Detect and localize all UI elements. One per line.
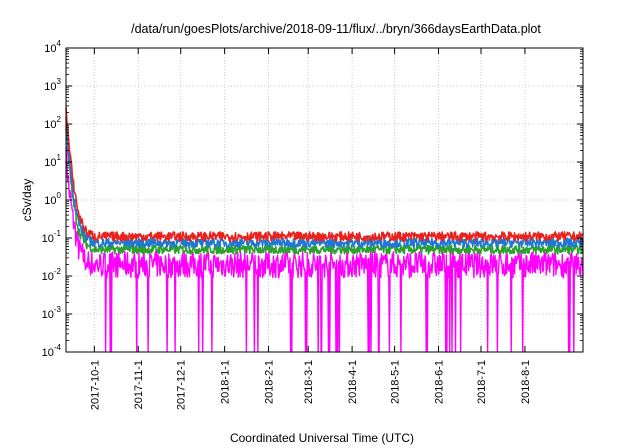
y-tick-exponent: -1 — [54, 229, 62, 238]
series-line — [65, 107, 584, 242]
y-tick-base: 10 — [44, 157, 56, 169]
x-tick-label: 2018-3-1 — [303, 360, 315, 404]
y-tick-label: 100 — [44, 191, 61, 207]
y-tick-label: 101 — [44, 153, 61, 169]
x-tick-label: 2018-7-1 — [476, 360, 488, 404]
y-tick-exponent: -3 — [54, 305, 62, 314]
x-tick-label: 2017-11-1 — [133, 360, 145, 409]
series-line — [65, 146, 584, 353]
y-tick-exponent: 2 — [57, 115, 62, 124]
x-axis-label: Coordinated Universal Time (UTC) — [230, 431, 414, 445]
x-tick-labels: 2017-10-1 2017-11-1 2017-12-1 2018-1-1 2018-… — [89, 360, 532, 410]
y-tick-label: 10-4 — [42, 343, 62, 359]
y-tick-base: 10 — [44, 81, 56, 93]
y-tick-label: 10-2 — [42, 267, 62, 283]
x-tick-label: 2018-5-1 — [390, 360, 402, 404]
x-tick-label: 2018-8-1 — [520, 360, 532, 404]
y-tick-label: 102 — [44, 115, 61, 131]
x-tick-label: 2018-6-1 — [434, 360, 446, 404]
y-tick-label: 10-1 — [42, 229, 62, 245]
x-tick-label: 2018-1-1 — [220, 360, 232, 404]
y-tick-base: 10 — [42, 271, 54, 283]
chart-title: /data/run/goesPlots/archive/2018-09-11/f… — [131, 22, 541, 36]
y-tick-base: 10 — [44, 195, 56, 207]
y-tick-exponent: 4 — [57, 39, 62, 48]
y-tick-base: 10 — [44, 43, 56, 55]
y-tick-exponent: 0 — [57, 191, 62, 200]
series-line — [65, 116, 584, 249]
y-tick-label: 104 — [44, 39, 61, 55]
x-tick-label: 2018-2-1 — [264, 360, 276, 404]
y-tick-exponent: 1 — [57, 153, 62, 162]
y-tick-exponent: -2 — [54, 267, 62, 276]
x-tick-label: 2017-12-1 — [176, 360, 188, 410]
y-tick-exponent: 3 — [57, 77, 62, 86]
x-tick-label: 2018-4-1 — [347, 360, 359, 404]
y-tick-base: 10 — [42, 233, 54, 245]
axis-ticks — [66, 47, 583, 353]
y-tick-base: 10 — [44, 119, 56, 131]
grid — [66, 47, 583, 353]
series-group — [65, 107, 584, 353]
y-axis-label: cSv/day — [20, 179, 34, 222]
x-tick-label: 2017-10-1 — [89, 360, 101, 410]
y-tick-exponent: -4 — [54, 343, 62, 352]
y-tick-base: 10 — [42, 309, 54, 321]
y-tick-label: 103 — [44, 77, 61, 93]
y-tick-base: 10 — [42, 347, 54, 359]
y-tick-label: 10-3 — [42, 305, 62, 321]
